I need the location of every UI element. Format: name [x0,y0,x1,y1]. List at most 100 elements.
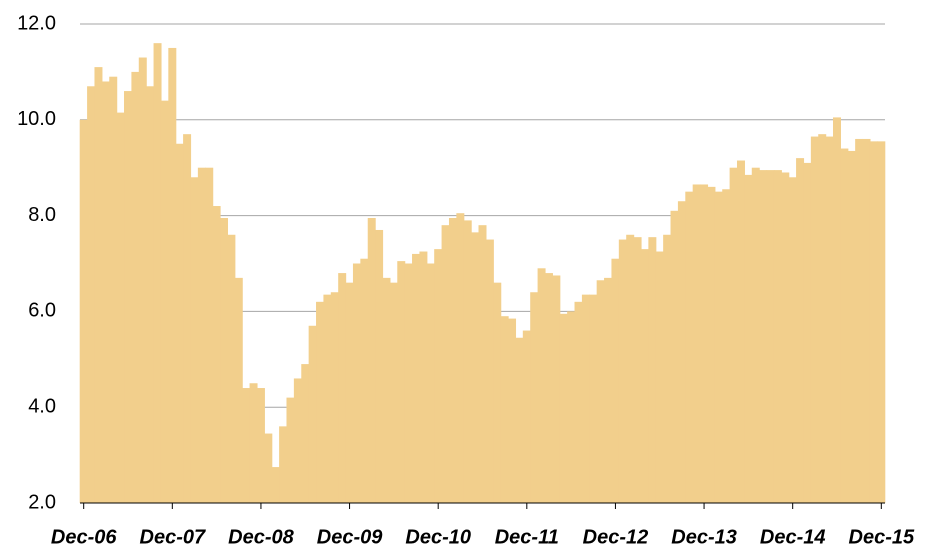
bar [581,294,590,503]
bar [677,201,686,504]
bar [426,263,435,503]
bar [434,249,443,503]
bar [116,112,125,504]
bar [94,67,103,504]
bar [382,277,391,503]
bar [803,162,812,503]
bar [744,174,753,503]
bar [367,217,376,503]
bar [604,277,613,503]
bar [124,91,132,503]
x-tick-label: Dec-14 [760,526,826,548]
bar [655,251,664,503]
bar [220,217,229,503]
bar [175,143,184,503]
bar [227,234,236,503]
bar [869,141,878,504]
y-tick-label: 4.0 [28,395,56,417]
bar [412,253,421,503]
bar [183,134,192,504]
bar [249,383,258,503]
bar [766,170,775,503]
bar [441,225,450,503]
bar [759,170,768,503]
bar [522,330,531,503]
bar [751,167,760,503]
bar [611,258,620,503]
x-tick-label: Dec-07 [140,526,206,548]
bar [707,186,716,504]
bar [781,172,790,504]
bar [670,210,679,503]
bar [773,170,782,503]
bar [330,292,339,503]
bar [515,337,524,503]
bar [493,282,502,503]
bar [146,86,155,504]
x-tick-label: Dec-09 [317,526,383,548]
bar [736,160,745,503]
bar [271,467,280,503]
bar [404,263,413,503]
bar [729,167,738,503]
bar [508,318,517,503]
x-tick-label: Dec-10 [405,526,471,548]
bar [818,134,827,504]
bar [567,311,576,503]
bar [618,239,627,504]
x-tick-label: Dec-11 [495,526,559,548]
bar [722,189,731,503]
bar [109,76,118,503]
bars [79,43,886,504]
bar [389,282,398,503]
bar [589,294,598,503]
bar [559,313,568,503]
bar [87,86,96,504]
bar [242,388,251,503]
bar [79,119,88,504]
bar [153,43,162,503]
bar [862,138,871,503]
bar [279,426,288,503]
bar [345,282,354,503]
bar [448,217,457,503]
bar [471,232,480,504]
bar [833,117,841,503]
bar [692,184,701,503]
bar [544,273,553,503]
bar [847,150,856,503]
bar [796,158,805,503]
bar [316,301,325,503]
bar [714,191,723,503]
x-tick-label: Dec-13 [671,526,737,548]
bar [855,138,864,503]
bar [537,268,546,503]
y-tick-label: 12.0 [17,12,56,34]
x-tick-label: Dec-15 [849,526,915,548]
bar [648,237,657,503]
x-tick-label: Dec-12 [583,526,649,548]
bar [530,292,539,503]
bar [419,251,428,503]
bar [626,234,635,503]
bar [293,378,302,503]
bar [234,277,243,503]
bar [574,301,583,503]
bar [500,316,509,503]
bar [160,100,169,503]
bar [456,213,465,503]
bar [138,57,147,503]
bar [101,81,110,503]
bar [478,225,487,503]
y-tick-label: 10.0 [17,108,56,130]
bar [190,177,199,503]
bar [685,191,694,503]
x-tick-label: Dec-08 [228,526,294,548]
bar [877,141,886,504]
bar [264,433,273,503]
bar [205,167,214,503]
bar [552,275,561,503]
bar [323,294,332,503]
y-tick-label: 8.0 [28,204,56,226]
